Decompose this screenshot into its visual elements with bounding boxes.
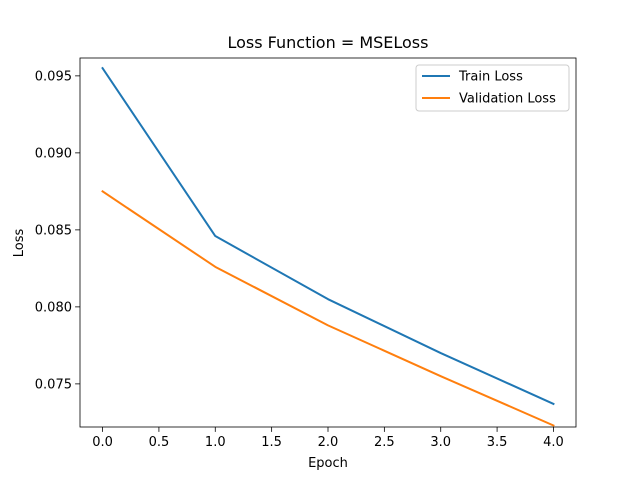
y-tick-label: 0.090 xyxy=(35,146,72,161)
x-tick-label: 1.5 xyxy=(261,435,282,450)
legend: Train Loss Validation Loss xyxy=(416,65,569,111)
x-tick-label: 3.5 xyxy=(487,435,508,450)
chart-title: Loss Function = MSELoss xyxy=(228,33,429,52)
y-tick-label: 0.085 xyxy=(35,223,72,238)
legend-label: Train Loss xyxy=(458,70,523,85)
x-tick-label: 0.5 xyxy=(149,435,170,450)
x-tick-label: 3.0 xyxy=(430,435,451,450)
y-tick-label: 0.080 xyxy=(35,300,72,315)
x-axis-label: Epoch xyxy=(308,456,348,471)
y-tick-label: 0.095 xyxy=(35,69,72,84)
x-tick-label: 1.0 xyxy=(205,435,226,450)
x-tick-label: 4.0 xyxy=(543,435,564,450)
y-tick-label: 0.075 xyxy=(35,377,72,392)
x-tick-label: 2.5 xyxy=(374,435,395,450)
x-tick-label: 0.0 xyxy=(92,435,113,450)
y-axis-label: Loss xyxy=(12,229,27,258)
legend-label: Validation Loss xyxy=(459,92,556,107)
x-tick-label: 2.0 xyxy=(318,435,339,450)
